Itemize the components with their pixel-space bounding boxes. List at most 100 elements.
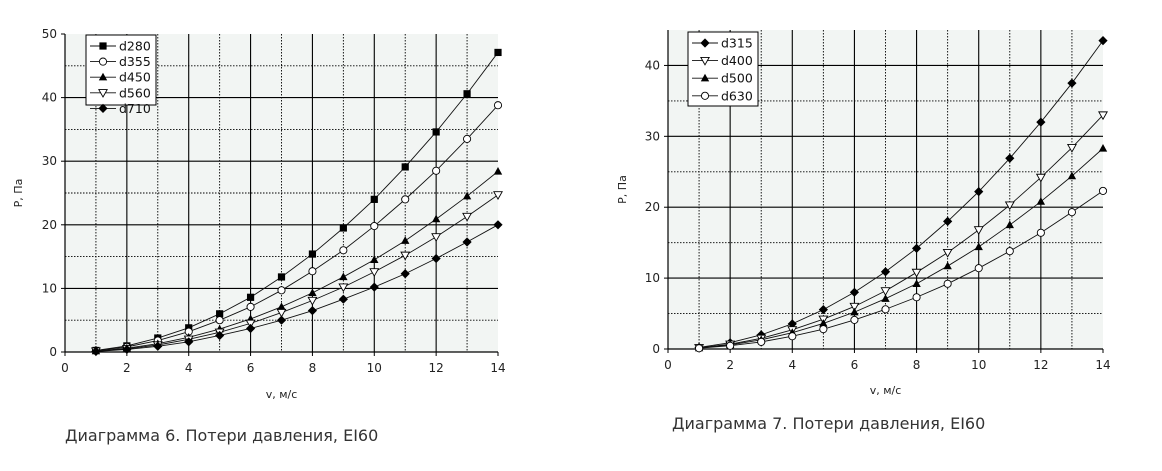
data-point: [819, 319, 828, 327]
y-tick-label: 0: [652, 342, 660, 356]
legend-label: d710: [119, 101, 151, 116]
x-tick-label: 2: [123, 361, 131, 375]
data-point: [431, 233, 442, 242]
data-point: [1098, 186, 1108, 195]
legend: d315 d400 d500 d630: [687, 31, 759, 107]
data-point: [277, 302, 286, 311]
data-point: [850, 307, 859, 316]
data-point: [246, 293, 255, 301]
data-point: [880, 287, 891, 296]
x-tick-label: 10: [971, 358, 986, 372]
data-point: [881, 305, 890, 314]
x-tick-label: 14: [1095, 358, 1110, 372]
data-point: [493, 220, 503, 230]
data-point: [431, 214, 441, 223]
legend-marker: [99, 42, 107, 50]
data-point: [369, 268, 380, 277]
data-point: [338, 294, 348, 304]
data-point: [339, 224, 347, 232]
data-point: [462, 212, 473, 222]
data-point: [911, 243, 922, 253]
data-point: [245, 323, 256, 334]
x-tick-label: 6: [851, 358, 859, 372]
data-point: [308, 267, 317, 276]
legend-marker: [98, 72, 108, 81]
data-point: [277, 273, 286, 281]
data-point: [818, 305, 828, 315]
data-point: [942, 248, 953, 258]
legend-label: d400: [721, 53, 753, 68]
data-point: [1098, 143, 1108, 152]
legend-label: d315: [721, 36, 753, 51]
x-axis-label: v, м/с: [266, 388, 298, 401]
data-point: [911, 268, 922, 278]
data-point: [1005, 247, 1014, 256]
chart-1: 0 2 4 6 8 10 12 14 0 10 20 30 40 50 v, м/с P, Па d280d35…: [12, 27, 506, 401]
data-point: [1004, 201, 1015, 211]
legend-box: [85, 34, 157, 106]
series-line: [699, 148, 1104, 349]
data-point: [463, 90, 471, 98]
data-point: [277, 286, 286, 295]
x-tick-label: 10: [367, 361, 382, 375]
series-d710: [91, 220, 503, 356]
data-point: [881, 294, 890, 302]
data-point: [338, 283, 349, 293]
data-point: [973, 226, 984, 236]
legend-marker: [700, 73, 710, 82]
series-line: [95, 224, 499, 352]
data-point: [462, 191, 472, 200]
x-tick-label: 0: [664, 358, 672, 372]
data-point: [307, 296, 318, 306]
data-point: [370, 195, 378, 203]
series-d630: [695, 186, 1108, 353]
data-point: [276, 308, 287, 318]
legend-label: d630: [721, 88, 753, 103]
data-point: [401, 236, 410, 244]
data-point: [1067, 208, 1076, 217]
data-point: [974, 187, 984, 197]
y-tick-label: 50: [42, 27, 57, 41]
y-axis-label: P, Па: [616, 175, 629, 204]
y-tick-label: 30: [645, 129, 660, 143]
x-tick-label: 8: [913, 358, 921, 372]
data-point: [695, 344, 704, 353]
x-tick-label: 12: [1033, 358, 1048, 372]
data-point: [943, 261, 952, 270]
data-point: [339, 246, 348, 255]
y-tick-label: 40: [42, 91, 57, 105]
data-point: [401, 163, 409, 171]
data-point: [400, 251, 411, 261]
y-tick-label: 20: [42, 218, 57, 232]
data-point: [849, 287, 860, 297]
data-point: [757, 337, 766, 346]
legend-marker: [98, 89, 108, 98]
legend-marker: [700, 38, 710, 48]
y-tick-label: 30: [42, 154, 57, 168]
y-tick-label: 10: [645, 271, 660, 285]
legend-marker: [700, 56, 710, 66]
data-point: [1036, 228, 1045, 237]
legend-label: d355: [119, 54, 151, 69]
data-point: [1036, 197, 1046, 205]
data-point: [1067, 171, 1077, 180]
data-point: [246, 302, 255, 311]
data-point: [1005, 220, 1014, 229]
series-line: [699, 40, 1104, 348]
y-tick-label: 40: [645, 58, 660, 72]
data-point: [432, 128, 440, 136]
data-point: [943, 279, 952, 288]
data-point: [494, 48, 502, 57]
data-point: [431, 253, 441, 264]
data-point: [463, 134, 472, 143]
data-point: [943, 216, 953, 226]
data-point: [400, 269, 410, 279]
data-point: [974, 242, 983, 251]
x-tick-label: 8: [309, 361, 317, 375]
data-point: [493, 166, 503, 175]
x-tick-label: 2: [726, 358, 734, 372]
data-point: [122, 344, 132, 355]
x-tick-label: 6: [247, 361, 255, 375]
data-point: [1098, 111, 1108, 121]
